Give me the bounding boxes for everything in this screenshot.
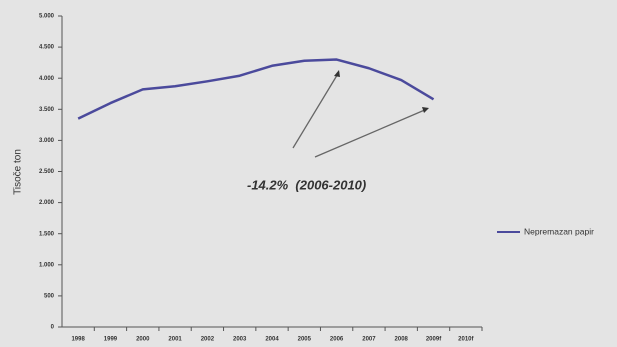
arrow-head — [334, 70, 340, 77]
x-tick-label: 2001 — [168, 337, 182, 343]
x-tick-label: 2010f — [458, 337, 474, 343]
legend-label: Nepremazan papir — [524, 226, 594, 236]
y-tick-label: 1.500 — [39, 231, 55, 237]
y-tick-label: 3.500 — [39, 107, 55, 113]
line — [77, 58, 435, 120]
y-tick-label: 2.500 — [39, 169, 55, 175]
x-tick-label: 2008 — [395, 337, 409, 343]
arrow-head — [422, 107, 429, 113]
annotation-arrows — [292, 71, 428, 158]
y-tick-label: 1.000 — [39, 262, 55, 268]
y-axis-label: Tisoče ton — [13, 149, 24, 195]
x-tick-label: 2002 — [201, 337, 215, 343]
x-tick-label: 2009f — [426, 337, 442, 343]
x-tick-label: 1998 — [71, 337, 85, 343]
x-tick-label: 1999 — [104, 337, 118, 343]
x-tick-label: 2005 — [298, 337, 312, 343]
x-tick-label: 2006 — [330, 337, 344, 343]
x-tick-label: 2003 — [233, 337, 247, 343]
y-tick-label: 2.000 — [39, 200, 55, 206]
y-tick-label: 500 — [44, 293, 55, 299]
x-tick-label: 2000 — [136, 337, 150, 343]
y-tick-label: 3.000 — [39, 138, 55, 144]
annotation: -14.2% (2006-2010) — [247, 177, 366, 192]
y-tick-label: 4.000 — [39, 76, 55, 82]
x-tick-label: 2004 — [265, 337, 279, 343]
y-tick-label: 5.000 — [39, 14, 55, 20]
y-tick-label: 0 — [51, 325, 55, 331]
x-tick-label: 2007 — [362, 337, 376, 343]
y-tick-label: 4.500 — [39, 45, 55, 51]
